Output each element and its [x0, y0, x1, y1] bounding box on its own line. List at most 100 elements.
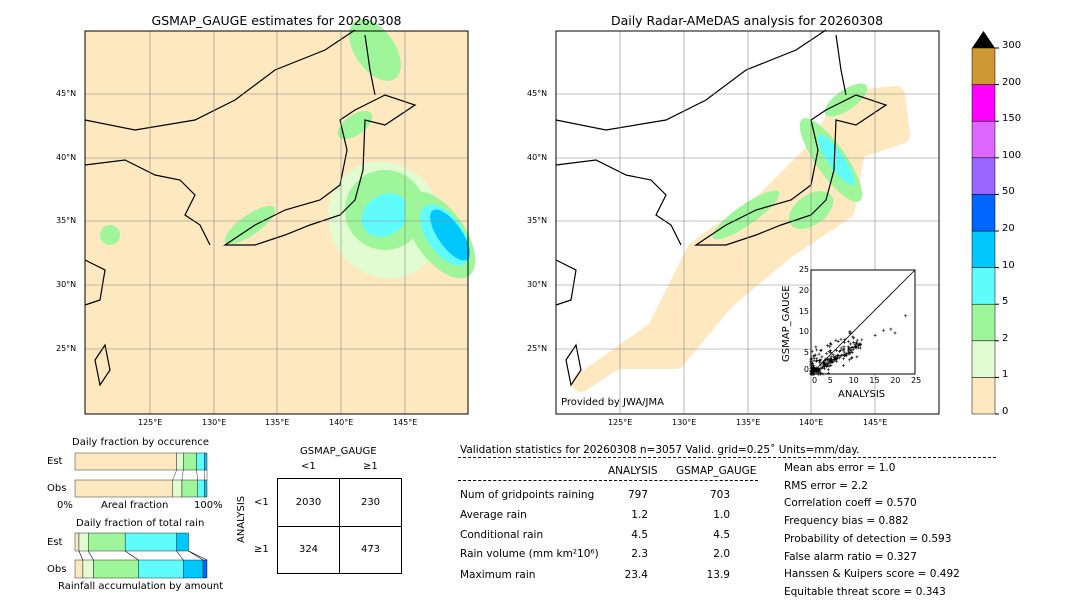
scatter-x-tick: 20 [890, 376, 901, 385]
occurrence-est-segment [176, 452, 184, 471]
scatter-point [852, 340, 856, 344]
rainfrac-obs-segment [82, 559, 94, 579]
validation-label: Conditional rain [460, 529, 544, 541]
scatter-y-tick: 0 [803, 365, 809, 374]
scatter-point [812, 354, 816, 358]
colorbar-label: 0 [1002, 406, 1009, 417]
validation-label: Average rain [460, 509, 527, 521]
scatter-point [817, 358, 821, 362]
lat-label: 45°N [56, 89, 77, 98]
rainfrac-est-segment [87, 532, 126, 552]
scatter-x-tick: 5 [827, 376, 833, 385]
rainfrac-est-segment [176, 532, 189, 552]
score-line: Frequency bias = 0.882 [784, 515, 909, 528]
scatter-x-tick: 15 [869, 376, 880, 385]
scatter-point [904, 314, 908, 318]
rain-area [337, 110, 373, 140]
scatter-point [834, 338, 838, 342]
rain-area [224, 205, 276, 245]
colorbar-segment [971, 120, 996, 159]
cell-d: 473 [360, 544, 381, 555]
colorbar-label: 20 [1002, 223, 1015, 234]
validation-a: 1.2 [631, 509, 648, 521]
scatter-point [823, 365, 827, 369]
scatter-point [846, 351, 850, 355]
colorbar-label: 200 [1002, 76, 1022, 88]
rainfrac-obs-segment [138, 559, 184, 579]
colorbar-segment [971, 230, 996, 268]
scatter-point [826, 357, 830, 361]
occurrence-est-segment [74, 452, 177, 471]
connector [176, 550, 184, 561]
cell-b: 230 [360, 497, 381, 508]
validation-header: Validation statistics for 20260308 n=305… [460, 444, 860, 456]
scatter-point [849, 342, 853, 346]
scatter-point [810, 361, 814, 365]
colorbar-label: 5 [1002, 296, 1009, 308]
scatter-point [822, 367, 826, 371]
colorbar-segment [971, 157, 996, 195]
scatter-point [842, 350, 846, 354]
validation-g: 703 [709, 489, 730, 501]
scatter-point [812, 364, 816, 368]
occurrence-est-segment [183, 452, 197, 471]
occ-xmin: 0% [57, 500, 73, 511]
cont-col-ge1: ≥1 [363, 461, 378, 472]
scatter-point [834, 359, 838, 363]
scatter-point [814, 353, 818, 357]
scatter-point [814, 369, 818, 373]
validation-label: Rain volume (mm km²10⁶) [460, 548, 599, 560]
scatter-point [818, 372, 822, 376]
colorbar-segment [971, 267, 996, 305]
score-line: Correlation coeff = 0.570 [784, 497, 917, 510]
colorbar-label: 2 [1002, 332, 1009, 344]
contingency-table: 2030 230 324 473 [277, 478, 402, 574]
score-line: Equitable threat score = 0.343 [784, 585, 946, 598]
colorbar-segment [971, 47, 996, 85]
colorbar-label: 300 [1002, 40, 1022, 51]
scatter-point [839, 346, 843, 350]
scatter-point [818, 360, 822, 364]
scatter-point [811, 367, 815, 371]
scatter-diagonal [810, 269, 916, 375]
scatter-point [829, 343, 833, 347]
rainfrac-est-segment [74, 532, 80, 552]
scatter-point [842, 357, 846, 361]
rain-area [430, 209, 470, 261]
lat-label: 40°N [56, 153, 77, 162]
scatter-point [826, 364, 830, 368]
scatter-point [855, 338, 859, 342]
scatter-point [873, 333, 877, 337]
colorbar-label: 100 [1002, 149, 1022, 161]
rain-obs-label: Obs [47, 564, 67, 575]
lon-label: 145°E [863, 418, 888, 427]
scatter-point [847, 346, 851, 350]
rain-est-label: Est [47, 537, 63, 548]
validation-label: Num of gridpoints raining [460, 489, 595, 501]
occurrence-obs-segment [197, 479, 205, 498]
colorbar-label: 10 [1002, 259, 1015, 271]
rain-area [361, 193, 409, 237]
connector [78, 550, 84, 561]
scatter-point [860, 338, 864, 342]
occurrence-obs-segment [181, 479, 198, 498]
scatter-point [826, 344, 830, 348]
scatter-point [810, 349, 814, 353]
lon-label: 135°E [736, 418, 761, 427]
occurrence-est-segment [196, 452, 205, 471]
lon-label: 135°E [265, 418, 290, 427]
rainfrac-obs-segment [93, 559, 139, 579]
scatter-point [839, 348, 843, 352]
scatter-point [843, 337, 847, 341]
score-line: Probability of detection = 0.593 [784, 532, 952, 545]
scatter-point [814, 345, 818, 349]
coastline [555, 29, 888, 387]
rainfrac-title: Daily fraction of total rain [76, 518, 205, 529]
scatter-point [825, 351, 829, 355]
scatter-y-tick: 10 [798, 327, 809, 337]
cell-a: 2030 [295, 497, 322, 508]
scatter-point [839, 337, 843, 341]
cont-col-lt1: <1 [301, 461, 316, 472]
lat-label: 25°N [527, 344, 548, 353]
